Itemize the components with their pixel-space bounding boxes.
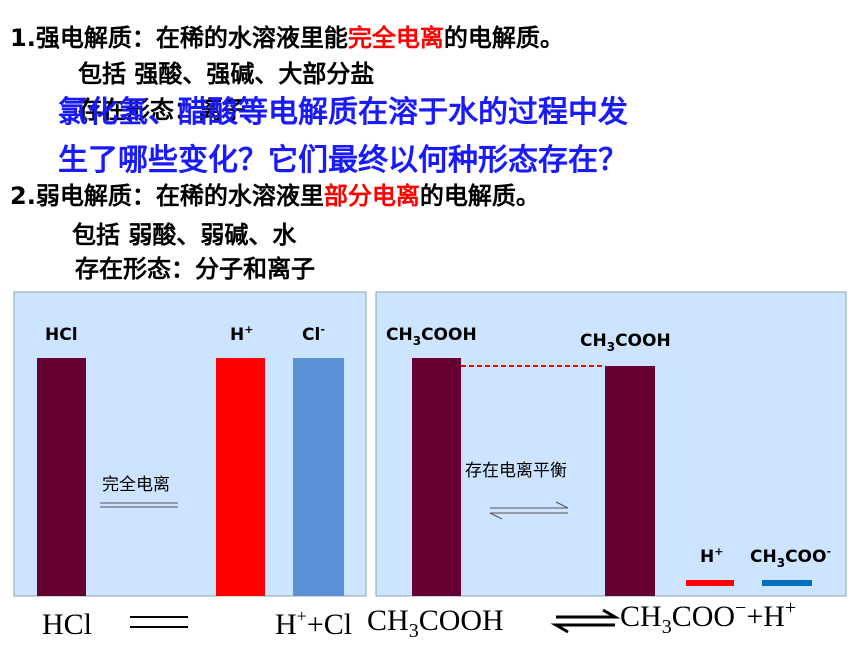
text: COOH <box>421 325 477 345</box>
weak-form: 存在形态：分子和离子 <box>75 255 315 283</box>
bar <box>412 358 461 596</box>
text: +H <box>746 600 785 633</box>
text: COOH <box>615 331 671 351</box>
label: CH3COOH <box>386 325 477 348</box>
text: CH <box>750 547 777 567</box>
label: Cl- <box>302 323 325 345</box>
bar <box>37 358 86 596</box>
text: Cl <box>302 325 320 345</box>
equilibrium-arrow <box>550 608 621 634</box>
text: 2.弱电解质：在稀的水溶液里 <box>10 182 324 210</box>
legend-label: CH3COO- <box>750 545 831 570</box>
text: CH <box>580 331 607 351</box>
equation: HCl <box>42 608 92 641</box>
bar <box>216 358 265 596</box>
text: CH <box>620 600 662 633</box>
label: CH3COOH <box>580 331 671 354</box>
sub: 3 <box>409 620 419 642</box>
strong-definition: 1.强电解质：在稀的水溶液里能完全电离的电解质。 <box>10 24 564 52</box>
sub: 3 <box>413 334 421 348</box>
strong-includes: 包括 强酸、强碱、大部分盐 <box>78 60 374 88</box>
text: CH <box>386 325 413 345</box>
sup: - <box>826 545 831 558</box>
text: COO <box>672 600 735 633</box>
label: HCl <box>45 325 78 345</box>
sub: 3 <box>777 556 785 570</box>
text: COO <box>785 547 826 567</box>
sup: + <box>785 597 796 619</box>
text: 的电解质。 <box>444 24 564 52</box>
highlight: 完全电离 <box>348 24 444 52</box>
strong-form: 存在形态：离子 <box>78 96 246 124</box>
bar <box>605 366 655 596</box>
label: H+ <box>230 323 253 345</box>
sub: 3 <box>662 616 672 638</box>
sup: + <box>244 323 253 336</box>
bar <box>293 358 344 596</box>
text: CH <box>367 604 409 637</box>
note: 完全电离 <box>102 475 170 495</box>
sup: − <box>735 597 746 619</box>
question: 氯化氢、醋酸等电解质在溶于水的过程中发 <box>58 95 628 130</box>
text: +Cl <box>307 608 352 641</box>
text: 1.强电解质：在稀的水溶液里能 <box>10 24 348 52</box>
sup: + <box>297 606 307 626</box>
text: COOH <box>419 604 504 637</box>
legend-swatch <box>686 580 734 586</box>
legend-swatch <box>762 580 812 586</box>
weak-includes: 包括 弱酸、弱碱、水 <box>72 221 297 249</box>
text: H <box>700 547 714 567</box>
text: H <box>275 608 297 641</box>
equation: CH3COO−+H+ <box>620 597 796 638</box>
equation: H++Cl <box>275 606 352 641</box>
text: H <box>230 325 244 345</box>
sup: + <box>714 545 723 558</box>
sup: - <box>320 323 325 336</box>
weak-definition: 2.弱电解质：在稀的水溶液里部分电离的电解质。 <box>10 182 540 210</box>
question: 生了哪些变化？它们最终以何种形态存在？ <box>58 143 628 178</box>
text: 的电解质。 <box>420 182 540 210</box>
legend-label: H+ <box>700 545 723 567</box>
equation: CH3COOH <box>367 604 504 642</box>
equilibrium-arrow <box>489 501 569 520</box>
note: 存在电离平衡 <box>465 461 567 481</box>
highlight: 部分电离 <box>324 182 420 210</box>
sub: 3 <box>607 340 615 354</box>
